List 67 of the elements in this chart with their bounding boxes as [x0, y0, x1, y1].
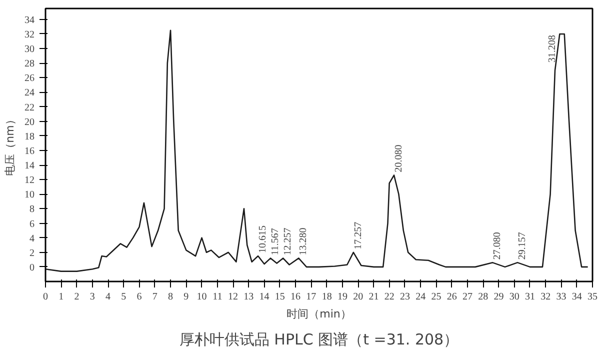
line-series	[46, 30, 588, 272]
x-tick-label: 28	[478, 292, 488, 302]
x-tick-label: 24	[416, 292, 426, 302]
x-tick-label: 29	[494, 292, 504, 302]
x-axis-title: 时间（min）	[286, 308, 352, 320]
x-tick-label: 7	[152, 292, 158, 302]
y-tick-label: 34	[24, 14, 34, 26]
annotation: 29.157	[516, 232, 528, 260]
x-tick-label: 19	[337, 292, 348, 302]
y-tick-label: 30	[24, 44, 34, 56]
y-tick-label: 28	[24, 58, 34, 70]
x-tick-label: 32	[540, 292, 551, 302]
x-tick-label: 22	[384, 292, 394, 302]
x-tick-label: 34	[572, 292, 582, 302]
y-tick-label: 6	[30, 218, 34, 230]
x-tick-label: 20	[353, 292, 364, 302]
y-tick-label: 24	[24, 88, 34, 99]
x-tick-label: 30	[509, 292, 520, 302]
x-tick-label: 5	[121, 292, 126, 302]
annotation: 17.257	[352, 222, 364, 250]
x-tick-label: 8	[168, 292, 174, 302]
annotation: 13.280	[298, 228, 310, 256]
x-tick-label: 14	[259, 292, 270, 302]
y-tick-label: 10	[24, 190, 34, 201]
x-tick-label: 26	[446, 292, 457, 302]
x-tick-label: 18	[322, 292, 332, 302]
x-tick-label: 1	[58, 292, 64, 302]
x-tick-label: 27	[462, 292, 472, 302]
y-tick-label: 16	[24, 146, 34, 157]
y-tick-label: 20	[24, 116, 34, 128]
y-tick-label: 4	[30, 233, 34, 244]
x-tick-label: 31	[524, 292, 535, 302]
y-tick-label: 32	[24, 29, 34, 40]
text: 厚朴叶供试品 HPLC 图谱（t =31. 208）	[179, 330, 459, 348]
x-tick-label: 23	[400, 292, 410, 302]
x-tick-label: 12	[228, 292, 238, 302]
x-tick-label: 10	[196, 292, 207, 302]
x-tick-label: 35	[588, 292, 598, 302]
annotation: 31.208	[547, 34, 558, 62]
x-tick-label: 4	[106, 292, 111, 302]
x-tick-label: 9	[184, 292, 189, 302]
x-tick-label: 13	[244, 292, 254, 302]
y-tick-label: 14	[24, 160, 34, 172]
x-tick-label: 15	[274, 292, 285, 302]
y-axis-title: 电压（nm）	[4, 114, 16, 176]
y-tick-label: 0	[30, 262, 34, 274]
y-tick-label: 22	[24, 102, 34, 114]
x-tick-label: 2	[74, 292, 80, 302]
annotation: 10.615	[258, 226, 269, 254]
y-tick-label: 8	[30, 204, 34, 216]
x-tick-label: 25	[431, 292, 442, 302]
x-tick-label: 33	[556, 292, 566, 302]
y-tick-label: 18	[24, 131, 34, 142]
x-tick-label: 17	[306, 292, 316, 302]
x-tick-label: 16	[290, 292, 301, 302]
y-tick-label: 2	[30, 248, 34, 259]
annotation: 27.080	[492, 232, 503, 260]
y-tick-label: 12	[24, 175, 34, 186]
annotation: 20.080	[394, 144, 405, 172]
x-tick-label: 0	[43, 292, 48, 302]
annotation: 11.567	[270, 228, 282, 256]
x-tick-label: 6	[136, 292, 142, 302]
annotation: 12.257	[282, 228, 294, 256]
y-tick-label: 26	[24, 73, 34, 84]
x-tick-label: 11	[212, 292, 222, 302]
x-tick-label: 3	[90, 292, 95, 302]
x-tick-label: 21	[368, 292, 379, 302]
